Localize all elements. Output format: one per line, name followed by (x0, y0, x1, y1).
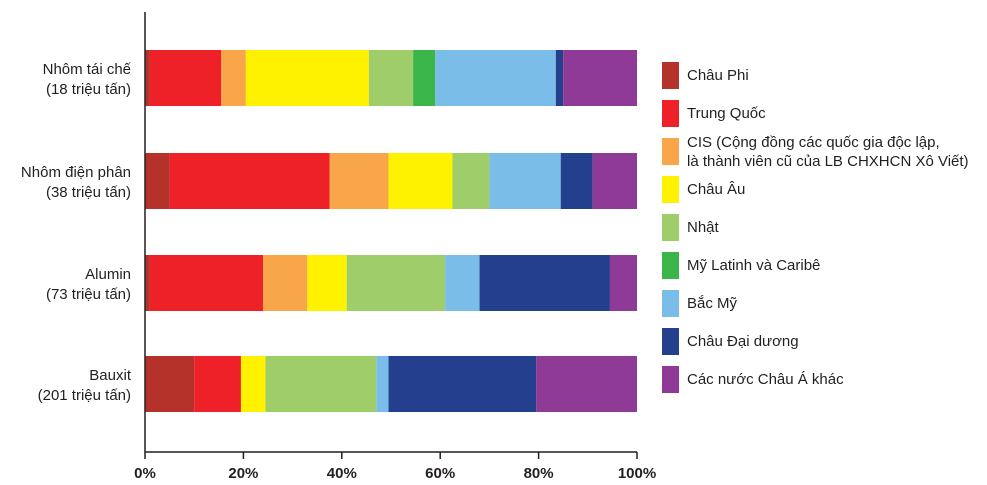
category-label-2: Alumin (73 triệu tấn) (46, 266, 131, 303)
bar-segment-3-8 (536, 356, 637, 412)
bar-segment-2-7 (479, 255, 610, 311)
legend-item-2: CIS (Cộng đồng các quốc gia độc lập, là t… (662, 134, 982, 176)
bar-segment-1-3 (388, 153, 453, 209)
bar-segment-0-0 (145, 50, 150, 106)
bar-segment-1-4 (452, 153, 490, 209)
x-tick-label-3: 60% (425, 465, 455, 482)
bar-segment-2-2 (263, 255, 308, 311)
legend: Châu Phi Trung Quốc CIS (Cộng đồng các quố… (662, 62, 982, 404)
bar-segment-2-4 (346, 255, 446, 311)
bar-segment-3-0 (145, 356, 195, 412)
bar-segment-0-2 (221, 50, 246, 106)
bar-segment-0-7 (555, 50, 564, 106)
bar-segment-2-3 (307, 255, 347, 311)
legend-swatch-2 (662, 138, 679, 165)
legend-label-8: Các nước Châu Á khác (687, 371, 844, 388)
bar-segment-0-1 (149, 50, 222, 106)
x-tick-label-4: 80% (524, 465, 554, 482)
bar-segment-2-6 (445, 255, 480, 311)
legend-label-1: Trung Quốc (687, 105, 766, 122)
legend-swatch-6 (662, 290, 679, 317)
x-tick-label-0: 0% (134, 465, 156, 482)
legend-swatch-1 (662, 100, 679, 127)
bar-segment-3-1 (194, 356, 241, 412)
category-labels: Nhôm tái chế (18 triệu tấn) Nhôm điện phân… (21, 61, 132, 404)
bar-segment-0-6 (435, 50, 556, 106)
bar-segment-1-8 (592, 153, 637, 209)
bar-segment-3-3 (240, 356, 266, 412)
bar-segment-1-0 (145, 153, 170, 209)
bar-segment-0-8 (563, 50, 637, 106)
legend-label-6: Bắc Mỹ (687, 295, 738, 312)
legend-swatch-4 (662, 214, 679, 241)
legend-item-6: Bắc Mỹ (662, 290, 982, 328)
bar-segment-2-0 (145, 255, 150, 311)
bar-segment-3-4 (265, 356, 377, 412)
category-label-3: Bauxit (201 triệu tấn) (38, 367, 132, 404)
legend-item-3: Châu Âu (662, 176, 982, 214)
category-label-0: Nhôm tái chế (18 triệu tấn) (43, 61, 132, 98)
x-tick-label-2: 40% (327, 465, 357, 482)
legend-swatch-7 (662, 328, 679, 355)
legend-swatch-8 (662, 366, 679, 393)
legend-item-0: Châu Phi (662, 62, 982, 100)
x-tick-label-1: 20% (228, 465, 258, 482)
legend-label-2: CIS (Cộng đồng các quốc gia độc lập, là t… (687, 134, 969, 170)
x-tick-label-5: 100% (618, 465, 656, 482)
bar-segment-0-3 (245, 50, 369, 106)
legend-swatch-5 (662, 252, 679, 279)
legend-label-3: Châu Âu (687, 181, 746, 198)
bar-segment-1-1 (169, 153, 330, 209)
bar-segment-3-6 (376, 356, 389, 412)
bars-group (145, 50, 637, 412)
legend-item-1: Trung Quốc (662, 100, 982, 138)
legend-item-7: Châu Đại dương (662, 328, 982, 366)
bar-segment-0-4 (368, 50, 414, 106)
x-axis-ticks: 0% 20% 40% 60% 80% 100% (134, 452, 656, 482)
legend-label-4: Nhật (687, 219, 719, 236)
legend-swatch-3 (662, 176, 679, 203)
legend-item-8: Các nước Châu Á khác (662, 366, 982, 404)
bar-segment-0-5 (413, 50, 436, 106)
legend-label-0: Châu Phi (687, 67, 749, 84)
legend-label-5: Mỹ Latinh và Caribê (687, 257, 821, 274)
bar-segment-3-7 (388, 356, 537, 412)
bar-segment-2-1 (149, 255, 264, 311)
bar-segment-1-2 (329, 153, 389, 209)
bar-segment-1-7 (560, 153, 593, 209)
bar-segment-2-8 (609, 255, 637, 311)
legend-item-5: Mỹ Latinh và Caribê (662, 252, 982, 290)
legend-swatch-0 (662, 62, 679, 89)
legend-label-7: Châu Đại dương (687, 333, 799, 350)
bar-segment-1-6 (489, 153, 561, 209)
legend-item-4: Nhật (662, 214, 982, 252)
category-label-1: Nhôm điện phân (38 triệu tấn) (21, 164, 131, 201)
